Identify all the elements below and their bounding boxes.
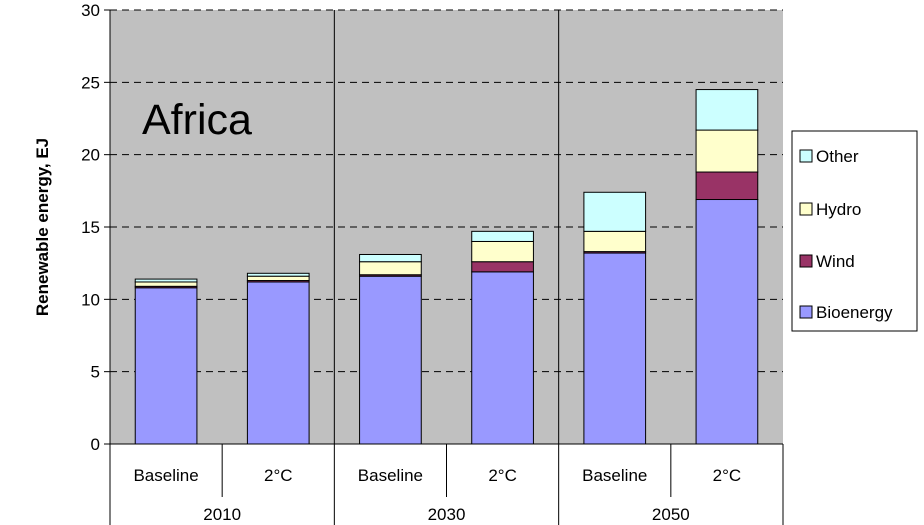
legend-swatch-other (799, 149, 813, 163)
bar-hydro (134, 281, 198, 287)
legend-label-other: Other (816, 147, 859, 166)
x-category-label: 2°C (488, 466, 517, 485)
bar-hydro (246, 275, 310, 282)
y-tick-label: 20 (81, 146, 100, 165)
x-category-labels: Baseline 2°C Baseline 2°C Baseline 2°C (133, 466, 741, 485)
group-separators (333, 10, 560, 444)
y-tick-label: 15 (81, 218, 100, 237)
x-category-label: 2°C (713, 466, 742, 485)
y-axis-label: Renewable energy, EJ (33, 138, 52, 316)
bar-other (471, 230, 534, 242)
bar-bioenergy (695, 199, 759, 445)
bar-hydro (695, 129, 759, 173)
bar-hydro (583, 230, 647, 253)
chart-title: Africa (142, 96, 252, 144)
bar-bioenergy (359, 275, 422, 445)
bar-wind (695, 171, 759, 201)
bar-other (695, 89, 759, 131)
bar-hydro (471, 240, 534, 263)
legend-swatch-hydro (799, 202, 813, 216)
y-tick-label: 30 (81, 1, 100, 20)
x-category-label: Baseline (133, 466, 198, 485)
bar-other (134, 278, 198, 283)
x-category-label: Baseline (358, 466, 423, 485)
legend-swatch-wind (799, 254, 813, 268)
bar-other (583, 191, 647, 232)
x-group-label: 2030 (428, 505, 466, 524)
legend-label-bioenergy: Bioenergy (816, 303, 893, 322)
bar-bioenergy (246, 281, 310, 445)
legend-label-hydro: Hydro (816, 200, 861, 219)
bar-hydro (359, 261, 422, 276)
bar-wind (471, 261, 534, 273)
y-tick-labels: 0 5 10 15 20 25 30 (81, 1, 100, 454)
x-group-labels: 2010 2030 2050 (203, 505, 689, 524)
legend: Other Hydro Wind Bioenergy (791, 130, 918, 332)
legend-swatch-bioenergy (799, 305, 813, 319)
x-group-label: 2010 (203, 505, 241, 524)
y-tick-label: 10 (81, 290, 100, 309)
legend-box (791, 130, 918, 332)
y-tick-label: 0 (91, 435, 100, 454)
bar-bioenergy (583, 252, 647, 445)
bars (134, 89, 759, 445)
bar-bioenergy (471, 271, 534, 445)
bar-other (246, 272, 310, 277)
y-tick-label: 5 (91, 363, 100, 382)
x-category-label: 2°C (264, 466, 293, 485)
x-category-label: Baseline (582, 466, 647, 485)
x-group-label: 2050 (652, 505, 690, 524)
bar-bioenergy (134, 287, 198, 445)
axes (104, 9, 784, 525)
gridlines (110, 9, 783, 373)
y-tick-label: 25 (81, 73, 100, 92)
legend-label-wind: Wind (816, 252, 855, 271)
bar-other (359, 253, 422, 263)
